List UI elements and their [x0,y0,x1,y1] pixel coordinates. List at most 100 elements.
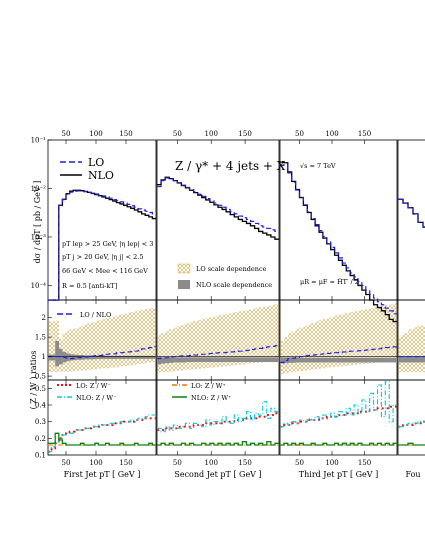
panel-2: 50 50 100 100 150 150 Second Jet pT [ GeV ] [156,130,280,479]
lo-band-bin [218,315,223,367]
top-y-tick-label: 10⁻¹ [31,137,47,145]
lo-distribution [157,177,279,233]
nlo-band-bin [389,357,394,363]
lo-band-bin [274,304,280,361]
mid-legend: LO / NLO [57,311,111,319]
lo-band-bin [66,331,70,372]
lo-band-bin [311,323,316,370]
lo-band-bin [398,337,404,373]
nlo-band-bin [112,355,117,359]
nlo-band-bin [138,355,142,359]
nlo-band-bin [238,357,243,363]
lo-band-bin [234,312,239,366]
lo-band-bin [299,327,304,372]
top-frame [279,139,398,301]
lo-band-bin [189,322,194,370]
nlo-band-bin [369,357,374,363]
panel-3: 50 50 100 100 150 150 Third Jet pT [ GeV ] [279,130,398,479]
nlo-band-bin [105,355,110,359]
lo-band-bin [238,311,243,365]
nlo-band-bin [87,355,92,360]
lo-band-bin [116,315,121,367]
nlo-band-bin [127,355,131,359]
lo-distribution [398,198,425,228]
lo-band-bin [373,307,378,363]
lo-band-bin [258,307,263,363]
lo-band-bin [361,309,366,364]
lo-band-bin [197,319,202,369]
nlo-band-bin [361,357,366,363]
lo-band-bin [408,329,414,373]
mid-y-tick-label: 1 [42,353,46,361]
nlo-band-bin [218,357,223,363]
lo-band-bin [423,325,425,373]
chart-title: Z / γ* + 4 jets + X [175,159,286,173]
lo-band-bin [48,321,52,373]
nlo-band-bin [274,357,280,363]
legend-lo-zwm-label: LO: Z / W⁻ [76,382,111,390]
cuts-annotation: pT lep > 25 GeV, |η lep| < 3 pT j > 20 G… [62,240,153,290]
nlo-band-bin [299,357,304,363]
lo-z-wminus-ratio [398,420,425,428]
nlo-band-bin [123,355,128,359]
nlo-band-bin [262,357,267,363]
nlo-band-bin [134,355,139,359]
nlo-band-bin [145,355,149,359]
lo-band-bin [123,313,128,366]
nlo-band-bin [373,357,378,363]
lo-band-bin [246,309,251,364]
nlo-band-bin [350,357,355,363]
x-tick-label: 150 [119,459,132,467]
nlo-z-wplus-ratio [48,432,156,446]
top-x-tick-label: 50 [295,130,304,138]
nlo-z-wplus-ratio [157,441,279,446]
lo-band-bin [334,315,339,367]
nlo-band-bin [258,357,263,363]
lo-band-bin [315,321,320,370]
lo-band-bin [169,329,174,372]
nlo-band-bin [55,340,59,367]
nlo-band-bin [185,357,190,363]
lo-band-bin [157,335,162,373]
nlo-band-bin [226,357,231,363]
lo-band-bin [161,333,166,373]
nlo-band-bin [342,357,347,363]
cut-line-1: pT lep > 25 GeV, |η lep| < 3 [62,240,153,248]
cut-line-4: R = 0.5 [anti-kT] [62,282,117,290]
nlo-band-bin [266,357,272,363]
nlo-z-wplus-ratio [280,442,397,446]
lo-band-bin [330,316,335,368]
legend-lo-zwp-label: LO: Z / W⁺ [191,382,226,390]
nlo-band-bin [157,356,162,365]
lo-nlo-ratio [280,346,397,363]
lo-band-bin [254,308,259,363]
lo-band-bin [148,308,153,363]
lo-band-bin [141,309,146,364]
nlo-z-wminus-ratio [398,421,425,428]
lo-band-bin [205,317,211,368]
lo-band-bin [262,306,267,363]
lo-band-bin [91,322,95,370]
x-tick-label: 100 [325,459,338,467]
nlo-distribution [280,161,397,323]
lo-band-bin [213,316,219,368]
lo-band-bin [201,319,206,369]
x-axis-label: Second Jet pT [ GeV ] [174,470,261,479]
lo-band-bin [270,305,276,362]
lo-band-bin [87,323,92,370]
lo-band-bin [98,320,103,369]
nlo-band-bin [205,357,211,363]
lo-band-bin [76,327,81,371]
mid-y-tick-label: 0.5 [35,373,46,381]
lo-band-bin [130,312,135,366]
panel-1: 50 50 100 100 150 150 First Jet pT [ GeV ] [47,130,157,479]
nlo-band-bin [98,355,103,359]
lo-band-bin [303,326,308,371]
nlo-band-bin [354,357,359,363]
lo-distribution [280,164,397,315]
lo-band-bin [266,305,272,362]
nlo-band-bin [319,357,324,363]
nlo-band-bin [303,357,308,363]
nlo-band-bin [91,355,95,360]
panel-4: Fou [397,139,425,479]
